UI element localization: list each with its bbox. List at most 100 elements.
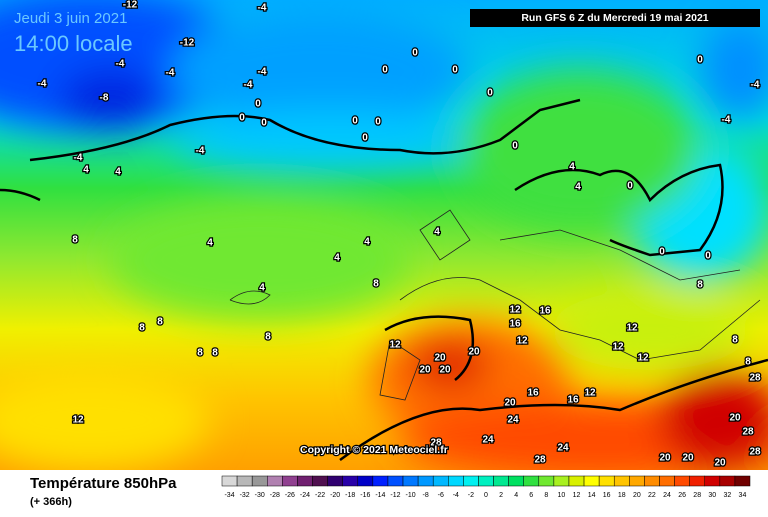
contour-label: 12 <box>612 342 624 353</box>
contour-label: 8 <box>157 317 163 328</box>
contour-labels: -12-12-4-4-8-4-4-4-400 0-4-44 400 000 0000-4… <box>36 0 762 470</box>
contour-label: -4 <box>74 153 83 164</box>
contour-label: 8 <box>212 348 218 359</box>
contour-label: 12 <box>584 388 596 399</box>
contour-label: 20 <box>682 453 694 464</box>
contour-label: 24 <box>557 443 569 454</box>
scale-swatch <box>689 475 705 487</box>
contour-label: 0 <box>487 88 493 99</box>
scale-swatch <box>719 475 736 487</box>
contour-label: 28 <box>742 427 754 438</box>
field-title: Température 850hPa <box>30 475 177 492</box>
contour-label: 16 <box>539 306 551 317</box>
contour-label: -8 <box>100 93 109 104</box>
contour-label: -4 <box>258 3 267 14</box>
scale-label: -4 <box>453 492 459 499</box>
contour-label: 8 <box>373 279 379 290</box>
scale-swatch <box>538 475 555 487</box>
contour-label: 12 <box>389 340 401 351</box>
color-scale: -34 -32 -30 -28 -26 -24 -22 -20 -18 -16 -14 -12 -10-… <box>221 475 751 499</box>
contour-label: 8 <box>72 235 78 246</box>
contour-label: 0 <box>352 116 358 127</box>
scale-label: 4 <box>514 492 518 499</box>
scale-label: 8 <box>544 492 548 499</box>
contour-label: 8 <box>139 323 145 334</box>
contour-label: 4 <box>434 227 440 238</box>
contour-label: 4 <box>83 165 89 176</box>
scale-label: -16 <box>360 492 370 499</box>
contour-label: 0 <box>512 141 518 152</box>
contour-label: -4 <box>116 59 125 70</box>
scale-swatch <box>553 475 570 487</box>
contour-label: 20 <box>439 365 451 376</box>
scale-swatch <box>357 475 374 487</box>
contour-label: 0 <box>239 113 245 124</box>
contour-label: 12 <box>626 323 638 334</box>
scale-swatch <box>236 475 253 487</box>
scale-label: 32 <box>723 492 731 499</box>
scale-label: 16 <box>603 492 611 499</box>
scale-label: 26 <box>678 492 686 499</box>
scale-swatch <box>493 475 509 487</box>
scale-label: 2 <box>499 492 503 499</box>
scale-label: -30 <box>255 492 265 499</box>
contour-label: 4 <box>115 167 121 178</box>
contour-label: 4 <box>259 283 265 294</box>
scale-label: -6 <box>438 492 444 499</box>
scale-swatch <box>478 475 494 487</box>
scale-swatch <box>432 475 449 487</box>
scale-label: -10 <box>406 492 416 499</box>
scale-label: -26 <box>285 492 295 499</box>
contour-label: 0 <box>705 251 711 262</box>
scale-swatch <box>568 475 585 487</box>
contour-label: 4 <box>575 182 581 193</box>
scale-swatch <box>644 475 660 487</box>
scale-label: -12 <box>390 492 400 499</box>
scale-label: 12 <box>573 492 581 499</box>
scale-label: -20 <box>330 492 340 499</box>
contour-label: 28 <box>749 447 761 458</box>
contour-label: -4 <box>196 146 205 157</box>
contour-label: 8 <box>197 348 203 359</box>
scale-swatch <box>402 475 419 487</box>
scale-swatch <box>448 475 464 487</box>
contour-label: 0 <box>452 65 458 76</box>
scale-label: -32 <box>240 492 250 499</box>
scale-swatch <box>734 475 751 487</box>
scale-swatch <box>674 475 690 487</box>
scale-swatch <box>372 475 389 487</box>
contour-label: 20 <box>434 353 446 364</box>
scale-label: 34 <box>739 492 747 499</box>
contour-label: -4 <box>722 115 731 126</box>
scale-label: 6 <box>529 492 533 499</box>
contour-label: 20 <box>714 458 726 469</box>
contour-label: -4 <box>38 79 47 90</box>
scale-label: 18 <box>618 492 626 499</box>
scale-swatch <box>267 475 283 487</box>
scale-label: -2 <box>468 492 474 499</box>
scale-swatch <box>327 475 343 487</box>
contour-label: 16 <box>527 388 539 399</box>
scale-label: 20 <box>633 492 641 499</box>
contour-label: 0 <box>382 65 388 76</box>
scale-label: 24 <box>663 492 671 499</box>
contour-label: 8 <box>265 332 271 343</box>
contour-label: -4 <box>244 80 253 91</box>
local-time: 14:00 locale <box>14 31 133 56</box>
scale-swatch <box>251 475 268 487</box>
contour-label: -12 <box>180 38 195 49</box>
contour-label: -4 <box>166 68 175 79</box>
scale-swatch <box>598 475 615 487</box>
contour-label: 20 <box>504 398 516 409</box>
scale-label: 10 <box>558 492 566 499</box>
scale-swatch <box>282 475 298 487</box>
scale-swatch <box>583 475 600 487</box>
contour-label: 0 <box>412 48 418 59</box>
contour-label: 12 <box>509 305 521 316</box>
contour-label: 4 <box>207 238 213 249</box>
contour-label: 12 <box>637 353 649 364</box>
contour-label: 4 <box>334 253 340 264</box>
scale-label: -22 <box>315 492 325 499</box>
scale-label: -34 <box>224 492 234 499</box>
contour-label: -4 <box>258 67 267 78</box>
